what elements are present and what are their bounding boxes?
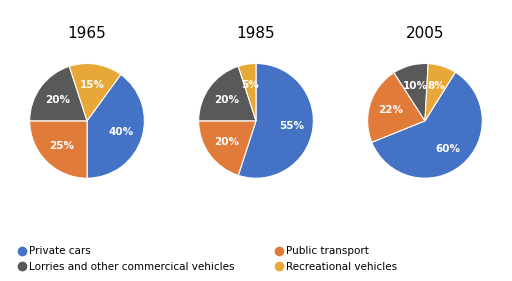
Wedge shape: [368, 72, 425, 142]
Wedge shape: [199, 121, 256, 175]
Text: 15%: 15%: [80, 80, 105, 90]
Text: 20%: 20%: [46, 95, 70, 105]
Text: 5%: 5%: [242, 80, 259, 90]
Text: 8%: 8%: [427, 81, 445, 91]
Text: 20%: 20%: [215, 95, 239, 105]
Text: 25%: 25%: [49, 141, 74, 151]
Wedge shape: [238, 64, 256, 121]
Wedge shape: [238, 64, 313, 178]
Wedge shape: [30, 66, 87, 121]
Title: 1985: 1985: [237, 26, 275, 41]
Wedge shape: [425, 64, 455, 121]
Text: 55%: 55%: [279, 121, 304, 132]
Text: 60%: 60%: [436, 144, 461, 153]
Text: 22%: 22%: [378, 105, 403, 115]
Text: 10%: 10%: [403, 81, 428, 91]
Title: 2005: 2005: [406, 26, 444, 41]
Wedge shape: [30, 121, 87, 178]
Wedge shape: [69, 64, 121, 121]
Wedge shape: [394, 64, 428, 121]
Wedge shape: [87, 74, 144, 178]
Legend: Private cars, Lorries and other commercical vehicles, Public transport, Recreati: Private cars, Lorries and other commerci…: [15, 242, 401, 276]
Text: 40%: 40%: [109, 127, 134, 137]
Text: 20%: 20%: [215, 137, 239, 147]
Title: 1965: 1965: [68, 26, 106, 41]
Wedge shape: [372, 72, 482, 178]
Wedge shape: [199, 66, 256, 121]
